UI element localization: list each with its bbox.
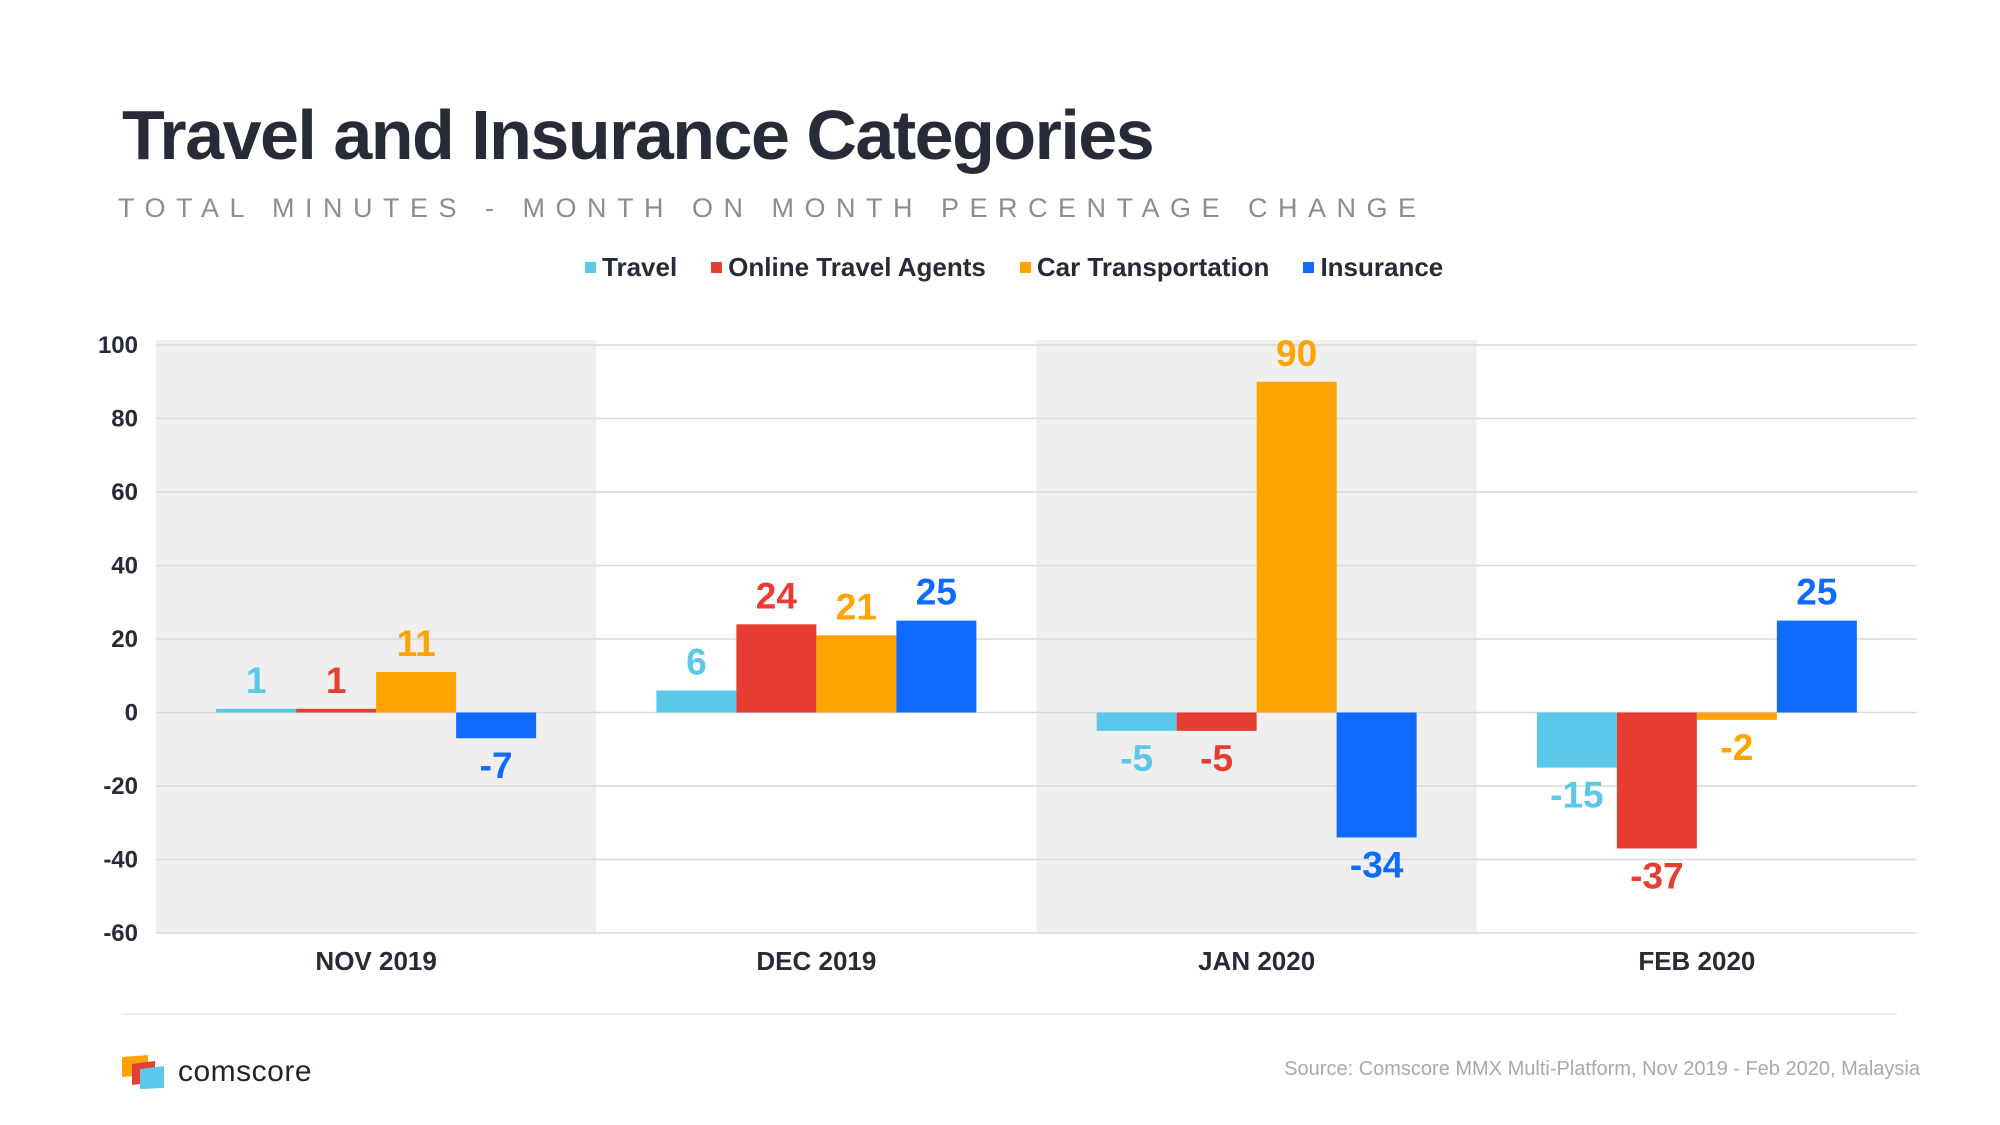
bar-travel-feb-2020 — [1536, 712, 1617, 768]
bar-online-travel-agents-nov-2019 — [296, 708, 377, 713]
data-label-travel-jan-2020: -5 — [1120, 738, 1153, 779]
bar-online-travel-agents-jan-2020 — [1176, 712, 1257, 731]
data-label-online-travel-agents-feb-2020: -37 — [1630, 855, 1683, 896]
data-label-online-travel-agents-jan-2020: -5 — [1200, 738, 1233, 779]
y-tick-label: 60 — [111, 479, 138, 506]
y-tick-label: 20 — [111, 626, 138, 653]
legend-label-car-transportation: Car Transportation — [1036, 252, 1270, 282]
legend-label-travel: Travel — [602, 252, 678, 282]
legend-swatch-travel — [585, 262, 596, 273]
bar-car-transportation-feb-2020 — [1696, 712, 1777, 720]
data-label-online-travel-agents-dec-2019: 24 — [756, 575, 798, 616]
bar-insurance-dec-2019 — [896, 620, 977, 713]
data-label-car-transportation-jan-2020: 90 — [1276, 333, 1317, 374]
data-label-car-transportation-dec-2019: 21 — [836, 586, 877, 627]
legend-label-online-travel-agents: Online Travel Agents — [728, 252, 986, 282]
y-tick-label: -20 — [103, 773, 138, 800]
data-label-online-travel-agents-nov-2019: 1 — [326, 660, 347, 701]
bar-travel-nov-2019 — [216, 708, 297, 713]
x-category-label: JAN 2020 — [1198, 946, 1315, 976]
data-label-insurance-feb-2020: 25 — [1796, 572, 1837, 613]
legend-swatch-car-transportation — [1019, 262, 1031, 273]
legend-swatch-insurance — [1303, 262, 1315, 273]
y-tick-label: 0 — [125, 700, 138, 727]
data-label-car-transportation-nov-2019: 11 — [397, 623, 436, 664]
legend-item-car-transportation: Car Transportation — [1019, 252, 1270, 283]
bar-online-travel-agents-feb-2020 — [1616, 712, 1697, 849]
x-category-label: FEB 2020 — [1638, 946, 1755, 976]
y-tick-label: 100 — [98, 332, 138, 359]
brand-name: comscore — [178, 1055, 313, 1088]
data-label-travel-nov-2019: 1 — [246, 660, 267, 701]
bar-travel-dec-2019 — [656, 690, 737, 713]
bar-insurance-jan-2020 — [1336, 712, 1417, 838]
bar-online-travel-agents-dec-2019 — [736, 624, 817, 713]
data-label-travel-dec-2019: 6 — [686, 641, 707, 682]
y-tick-label: 80 — [111, 406, 138, 433]
y-tick-label: -60 — [103, 920, 138, 947]
bar-insurance-feb-2020 — [1776, 620, 1857, 713]
chart-subtitle: TOTAL MINUTES - MONTH ON MONTH PERCENTAG… — [118, 193, 1427, 223]
legend-item-insurance: Insurance — [1303, 252, 1443, 283]
legend-item-online-travel-agents: Online Travel Agents — [711, 252, 986, 283]
comscore-logo-icon — [122, 1055, 164, 1089]
data-label-travel-feb-2020: -15 — [1550, 775, 1603, 816]
data-label-insurance-nov-2019: -7 — [480, 745, 513, 786]
legend-label-insurance: Insurance — [1320, 252, 1444, 282]
chart-legend: Travel Online Travel Agents Car Transpor… — [585, 252, 1477, 283]
bar-car-transportation-dec-2019 — [816, 635, 897, 713]
y-tick-label: 40 — [111, 553, 138, 580]
bar-car-transportation-nov-2019 — [376, 672, 457, 713]
data-label-insurance-dec-2019: 25 — [916, 572, 957, 613]
bar-car-transportation-jan-2020 — [1256, 381, 1337, 713]
y-tick-label: -40 — [103, 847, 138, 874]
source-note: Source: Comscore MMX Multi-Platform, Nov… — [1284, 1058, 1920, 1080]
x-category-label: DEC 2019 — [756, 946, 876, 976]
comscore-logo: comscore — [122, 1055, 312, 1089]
legend-swatch-online-travel-agents — [711, 262, 723, 273]
data-label-car-transportation-feb-2020: -2 — [1720, 727, 1753, 768]
chart-title: Travel and Insurance Categories — [122, 96, 1155, 174]
shaded-band-nov-2019 — [156, 340, 597, 933]
data-label-insurance-jan-2020: -34 — [1350, 844, 1404, 885]
x-category-label: NOV 2019 — [315, 946, 436, 976]
legend-item-travel: Travel — [585, 252, 677, 283]
bar-insurance-nov-2019 — [456, 712, 537, 739]
bar-travel-jan-2020 — [1096, 712, 1177, 731]
footer-divider — [122, 1013, 1897, 1015]
